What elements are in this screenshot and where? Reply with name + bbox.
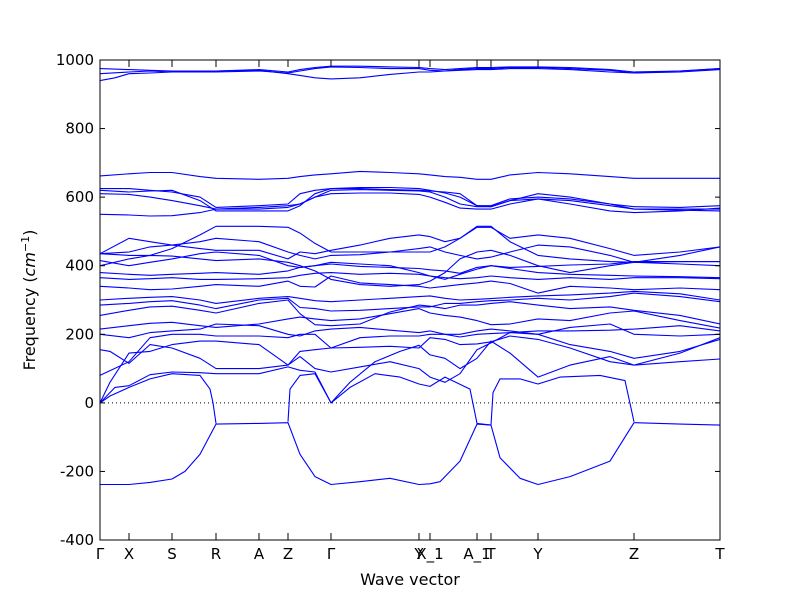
band-line-27 <box>100 65 720 73</box>
band-line-23 <box>100 186 720 208</box>
y-tick-label: 400 <box>65 257 94 275</box>
band-line-1 <box>100 373 217 424</box>
y-tick-label: -400 <box>60 531 94 549</box>
band-line-26 <box>100 66 720 75</box>
x-tick-label: Y <box>532 545 543 563</box>
band-line-13 <box>100 272 720 280</box>
band-line-24 <box>100 170 720 180</box>
y-tick-label: 0 <box>84 394 94 412</box>
band-line-9 <box>100 299 720 327</box>
x-tick-label: S <box>167 545 177 563</box>
x-tick-label: A_1 <box>463 545 490 564</box>
band-line-18 <box>100 225 720 263</box>
band-line-3 <box>100 340 720 404</box>
y-axis-label-exponent: −1 <box>19 236 32 252</box>
x-tick-label: Γ <box>96 545 105 563</box>
band-line-20 <box>100 192 720 217</box>
y-tick-label: 1000 <box>56 51 94 69</box>
y-tick-label: 200 <box>65 325 94 343</box>
x-tick-label: X <box>124 545 134 563</box>
x-tick-label: A <box>254 545 265 563</box>
band-line-4 <box>100 335 720 404</box>
x-tick-label: Γ <box>327 545 336 563</box>
y-tick-layer: -400 -200 0 200 400 600 800 1000 <box>56 51 720 549</box>
y-tick-label: 800 <box>65 120 94 138</box>
y-tick-label: 600 <box>65 188 94 206</box>
band-line-15 <box>100 249 720 287</box>
x-tick-layer: Γ X S R A Z Γ YX_1 A_1T Y Z T <box>96 60 725 564</box>
x-tick-label: T <box>714 545 725 563</box>
band-line-21 <box>100 189 720 210</box>
band-line-11 <box>100 290 720 304</box>
band-line-14 <box>100 263 720 279</box>
band-line-0 <box>100 422 720 486</box>
band-line-6 <box>100 325 720 383</box>
band-line-5 <box>100 332 720 376</box>
series-layer <box>100 65 720 486</box>
y-axis-label: Frequency (cm−1) <box>19 230 40 371</box>
band-line-16 <box>100 237 720 263</box>
x-tick-label: R <box>211 545 221 563</box>
x-tick-label: Z <box>629 545 639 563</box>
band-line-8 <box>100 308 720 330</box>
x-tick-label: Y <box>413 545 424 563</box>
x-tick-label: Z <box>283 545 293 563</box>
y-axis-label-text: Frequency ( <box>20 276 39 370</box>
band-line-22 <box>100 188 720 214</box>
plot-frame <box>99 59 721 541</box>
x-tick-label: T <box>485 545 496 563</box>
band-line-17 <box>100 226 720 260</box>
band-line-10 <box>100 292 720 312</box>
y-axis-label-unit: cm <box>20 252 39 276</box>
band-line-7 <box>100 323 720 339</box>
y-axis-label-close: ) <box>20 230 39 236</box>
y-tick-label: -200 <box>60 462 94 480</box>
x-tick-label: X_1 <box>416 545 443 564</box>
x-axis-label: Wave vector <box>360 570 460 589</box>
band-line-19 <box>100 251 720 280</box>
